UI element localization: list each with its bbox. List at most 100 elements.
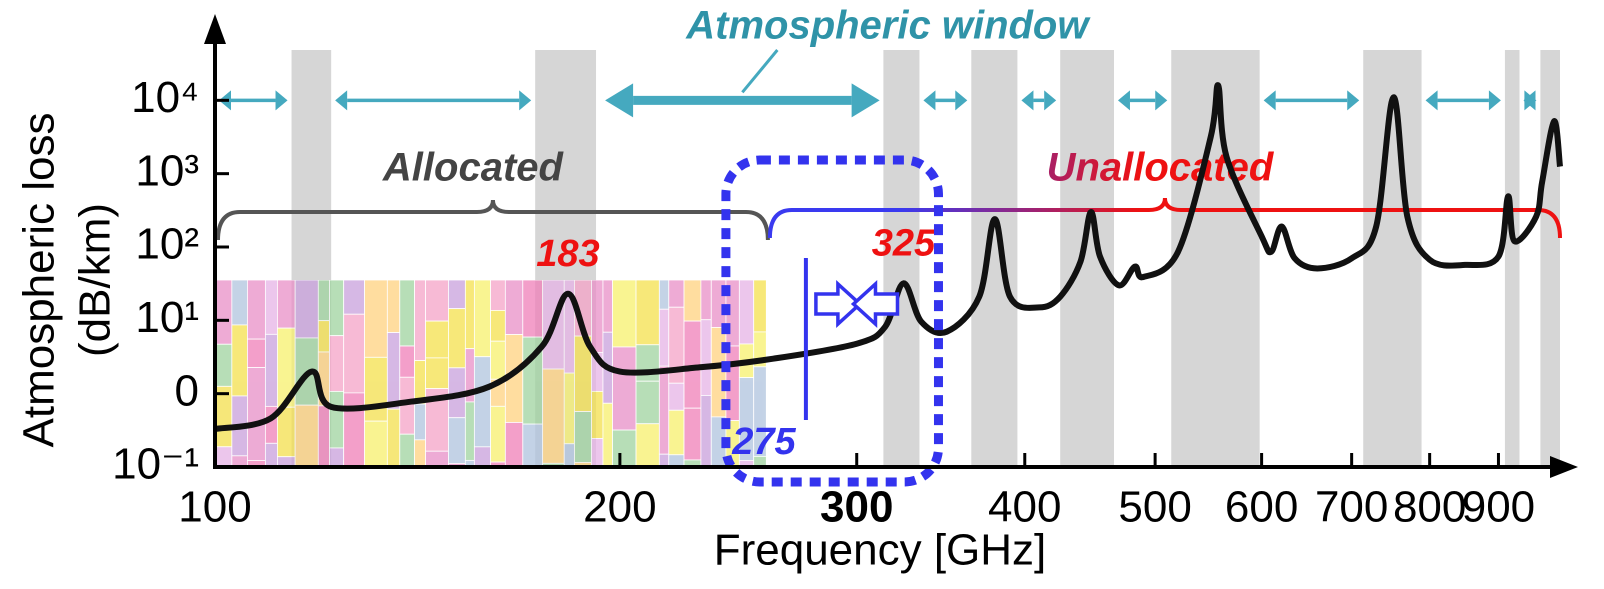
allocation-tile [700,280,712,321]
allocation-tile [399,280,415,347]
x-tick-label: 200 [583,483,656,532]
allocation-tile [658,365,670,455]
allocation-tile [464,459,475,467]
allocation-tile [399,433,415,467]
direction-arrow [814,280,863,328]
allocation-tile [658,308,670,367]
allocation-tile [364,420,388,467]
x-tick-label: 500 [1118,483,1191,532]
x-axis-label: Frequency [GHz] [714,526,1047,575]
allocation-tile [277,456,296,467]
allocation-tile [683,280,702,322]
allocation-tile [247,367,266,461]
x-tick-label: 600 [1225,483,1298,532]
allocation-tile [738,280,755,345]
window-callout [741,49,779,94]
atmospheric-window-arrow-head [605,83,634,118]
unallocated-brace [767,197,1562,239]
allocation-tile [490,340,506,380]
allocation-tile [668,454,685,467]
allocation-tile [247,460,266,467]
allocation-tile [343,280,365,315]
allocation-tile [399,345,415,378]
allocation-tile [317,320,330,353]
y-tick-label: 10¹ [135,293,199,342]
allocation-tile [329,447,345,467]
window-arrow-head [955,90,968,111]
absorption-band [883,50,920,467]
allocation-tile [668,280,685,308]
allocation-tile [231,280,248,326]
allocation-tile [294,404,319,467]
y-tick-label: 10² [135,220,199,269]
window-arrow-head [1263,90,1276,111]
allocation-tile [490,461,506,467]
allocation-tile [658,453,670,467]
x-tick-label: 400 [988,483,1061,532]
allocation-tile [425,320,449,359]
allocation-tile [635,344,660,382]
window-arrow-head [1488,90,1501,111]
allocation-tile [473,356,491,448]
allocation-tile [490,280,506,311]
absorption-band [1060,50,1114,467]
marker-label: 275 [731,421,796,463]
allocation-tile [215,280,233,345]
allocation-tile [425,280,449,322]
allocation-tile [364,356,388,422]
allocation-tile [563,372,575,445]
allocation-tile [386,332,401,410]
allocation-tile [635,380,660,425]
x-tick-label: 100 [178,483,251,532]
allocation-tile [738,460,755,467]
allocation-tile [700,395,712,467]
allocation-tile [231,324,248,397]
allocation-tile [683,459,702,467]
allocation-tile [668,409,685,456]
allocation-tile [448,280,466,310]
window-arrow-head [1524,90,1537,111]
allocation-tile [414,280,426,361]
peak-label: 325 [872,222,936,264]
window-arrow-head [1155,90,1168,111]
y-axis-unit: (dB/km) [71,203,120,357]
allocation-tile [215,385,233,448]
allocation-tile [464,401,475,461]
absorption-band [971,50,1018,467]
allocation-tile [231,455,248,467]
allocation-tile [658,280,670,310]
allocated-brace [216,199,770,241]
allocation-tile [386,408,401,467]
window-arrow-head [1347,90,1360,111]
absorption-band [1504,50,1520,467]
allocation-tile [329,390,345,449]
allocation-tile [522,423,544,467]
window-arrow-head [1044,90,1057,111]
allocation-tile [414,403,426,441]
allocation-tile [277,280,296,329]
x-tick-label: 700 [1315,483,1388,532]
allocation-tile [490,310,506,342]
allocation-tile [591,438,604,467]
allocation-tile [294,280,319,339]
allocation-tile [448,417,466,464]
allocation-tile [329,335,345,392]
allocation-tile [490,405,506,463]
allocation-tile [473,446,491,467]
y-tick-label: 0 [175,366,199,415]
y-tick-label: 10³ [135,146,199,195]
window-arrow-head [275,90,288,111]
window-arrow-head [1021,90,1034,111]
allocation-tile [247,280,266,340]
allocation-tile [612,280,637,348]
x-tick-label: 300 [820,483,893,532]
allocation-tile [215,446,233,467]
allocation-tile [683,407,702,461]
allocation-tile [264,442,278,467]
allocation-tile [343,313,365,394]
allocation-tile [264,280,278,335]
allocation-tile [264,333,278,407]
allocation-tile [247,338,266,369]
allocation-tile [574,411,592,463]
